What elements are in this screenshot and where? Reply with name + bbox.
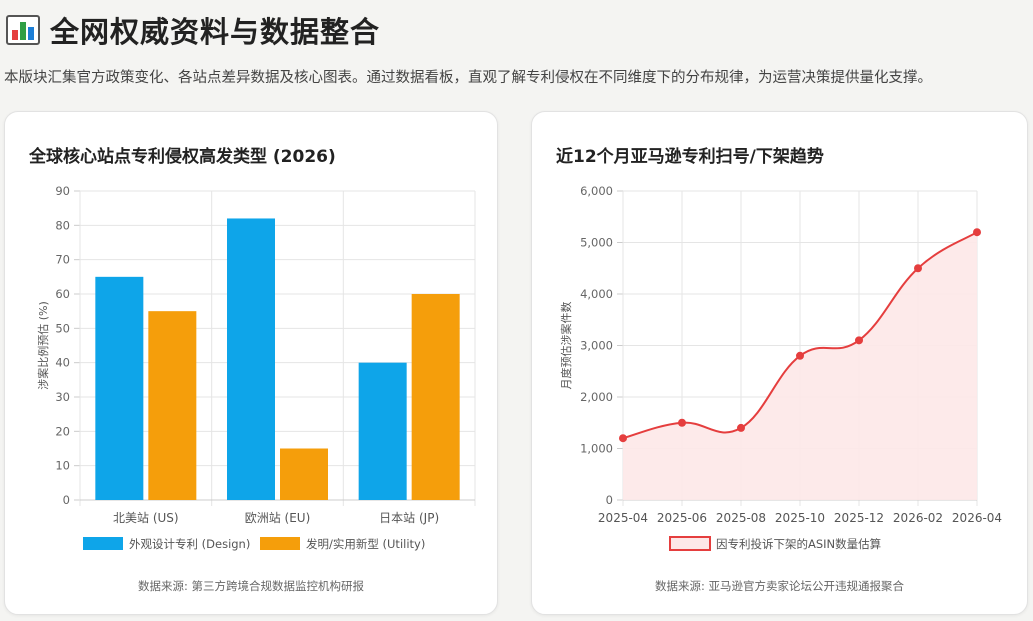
x-tick-label: 2025-10: [775, 511, 825, 525]
bar-chart-card: 全球核心站点专利侵权高发类型 (2026) 0 10 20 30 40 50 60 70 80 9…: [4, 111, 498, 615]
x-tick-label: 2026-02: [893, 511, 943, 525]
trend-area-fill: [623, 232, 977, 500]
y-tick-label: 2,000: [580, 390, 613, 404]
bar-chart: 0 10 20 30 40 50 60 70 80 90 北美站 (US) 欧洲站 (EU) 日本站 (…: [36, 184, 476, 551]
x-tick-label: 欧洲站 (EU): [245, 511, 311, 525]
page-subtitle: 本版块汇集官方政策变化、各站点差异数据及核心图表。通过数据看板，直观了解专利侵权…: [4, 70, 932, 86]
trend-chart-title: 近12个月亚马逊专利扫号/下架趋势: [556, 147, 824, 167]
legend-swatch: [669, 536, 711, 551]
trend-point: [796, 351, 804, 360]
trend-chart-card: 近12个月亚马逊专利扫号/下架趋势 0 1,000 2,000 3,000 4,000 5…: [531, 111, 1028, 615]
legend-label: 外观设计专利 (Design): [129, 537, 250, 551]
legend-swatch: [83, 537, 123, 550]
x-tick-label: 2025-12: [834, 511, 884, 525]
y-tick-label: 40: [55, 356, 70, 370]
trend-point: [619, 434, 627, 443]
trend-point: [678, 418, 686, 427]
legend-swatch: [260, 537, 300, 550]
y-tick-label: 0: [63, 493, 70, 507]
bar-design: [358, 362, 407, 500]
y-tick-label: 3,000: [580, 339, 613, 353]
trend-point: [973, 228, 981, 237]
x-tick-label: 北美站 (US): [113, 511, 179, 525]
legend-label: 因专利投诉下架的ASIN数量估算: [716, 537, 881, 551]
x-tick-label: 2025-04: [598, 511, 648, 525]
trend-point: [914, 264, 922, 273]
trend-chart-source: 数据来源: 亚马逊官方卖家论坛公开违规通报聚合: [654, 579, 905, 593]
y-tick-label: 0: [606, 493, 613, 507]
y-tick-label: 4,000: [580, 287, 613, 301]
y-tick-label: 5,000: [580, 236, 613, 250]
page-title: 全网权威资料与数据整合: [50, 15, 381, 49]
bar-utility: [411, 294, 460, 500]
x-tick-label: 2025-08: [716, 511, 766, 525]
y-axis-label: 涉案比例预估 (%): [36, 301, 50, 390]
y-tick-label: 90: [55, 184, 70, 198]
bar-utility: [148, 311, 197, 500]
y-tick-label: 10: [55, 459, 70, 473]
y-tick-label: 60: [55, 287, 70, 301]
x-tick-label: 2025-06: [657, 511, 707, 525]
y-tick-label: 70: [55, 253, 70, 267]
trend-point: [855, 336, 863, 345]
y-tick-label: 80: [55, 218, 70, 232]
bar-design: [227, 218, 275, 500]
y-axis-label: 月度预估涉案件数: [559, 302, 573, 390]
x-tick-label: 2026-04: [952, 511, 1002, 525]
y-tick-label: 1,000: [580, 442, 613, 456]
y-tick-label: 30: [55, 390, 70, 404]
page-header: 全网权威资料与数据整合: [6, 8, 380, 52]
bar-chart-source: 数据来源: 第三方跨境合规数据监控机构研报: [137, 579, 365, 593]
x-tick-label: 日本站 (JP): [379, 511, 439, 525]
y-tick-label: 50: [55, 321, 70, 335]
bar-chart-icon: [6, 15, 40, 45]
y-tick-label: 20: [55, 424, 70, 438]
bar-design: [95, 276, 144, 500]
trend-point: [737, 423, 745, 432]
y-tick-label: 6,000: [580, 184, 613, 198]
legend-label: 发明/实用新型 (Utility): [306, 537, 425, 551]
bar-chart-title: 全球核心站点专利侵权高发类型 (2026): [29, 147, 336, 167]
bar-utility: [280, 448, 328, 500]
trend-chart: 0 1,000 2,000 3,000 4,000 5,000 6,000 2025-04 20…: [559, 184, 1002, 551]
